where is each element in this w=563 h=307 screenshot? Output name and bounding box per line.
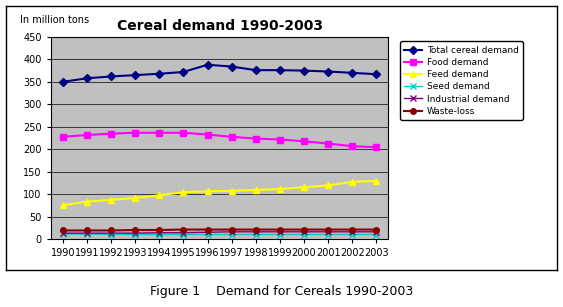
Legend: Total cereal demand, Food demand, Feed demand, Seed demand, Industrial demand, W: Total cereal demand, Food demand, Feed d… — [400, 41, 523, 120]
Title: Cereal demand 1990-2003: Cereal demand 1990-2003 — [117, 19, 323, 33]
Text: In million tons: In million tons — [20, 15, 89, 25]
Text: Figure 1    Demand for Cereals 1990-2003: Figure 1 Demand for Cereals 1990-2003 — [150, 285, 413, 298]
